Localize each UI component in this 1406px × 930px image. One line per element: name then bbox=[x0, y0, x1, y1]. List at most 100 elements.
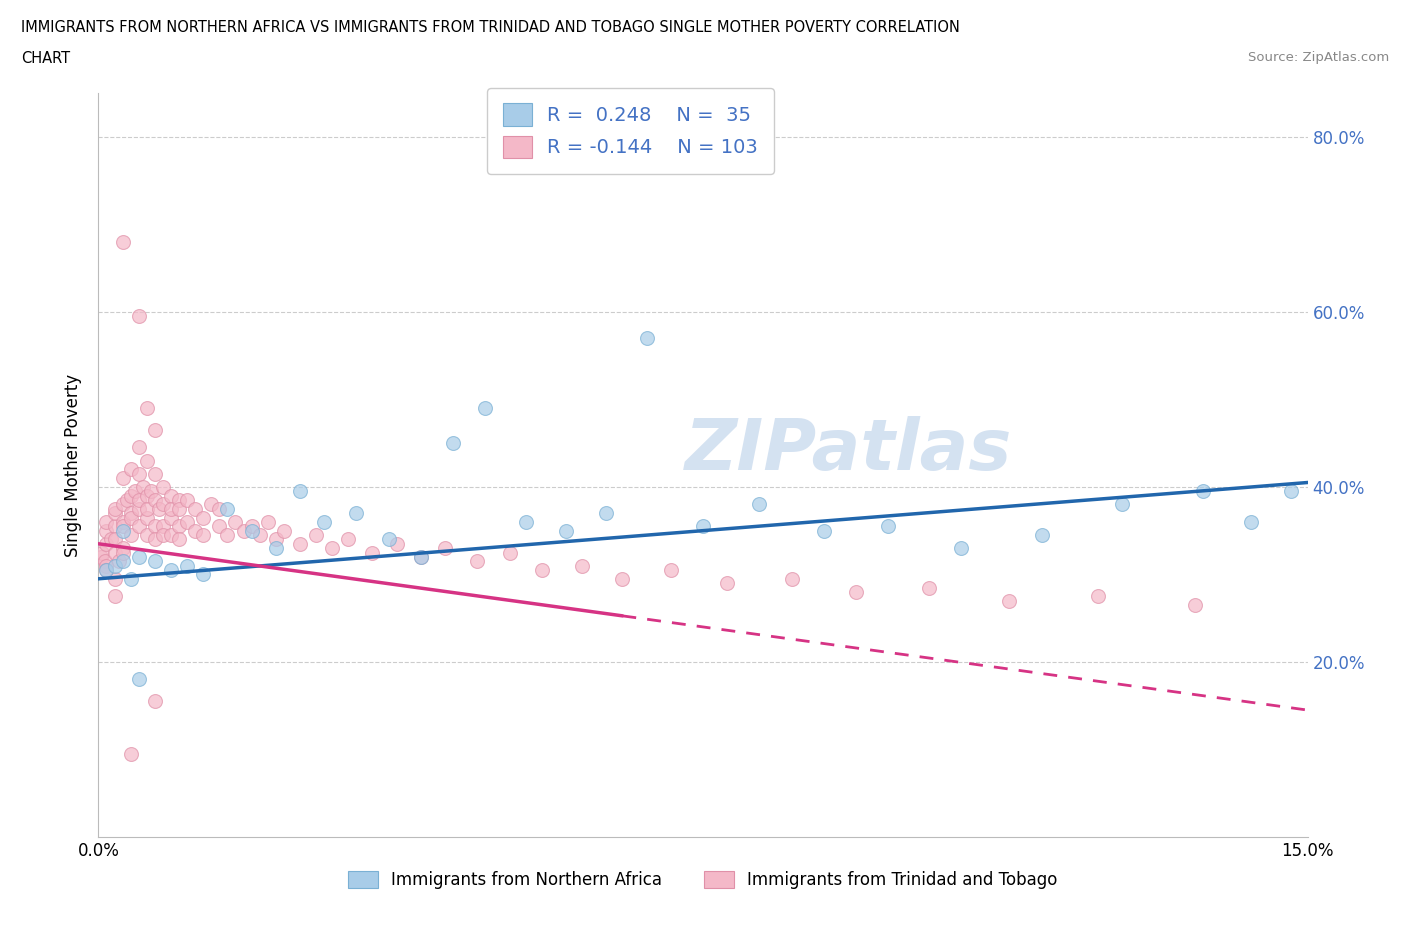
Point bbox=[135, 501, 157, 516]
Point bbox=[273, 524, 295, 538]
Point bbox=[143, 519, 166, 534]
Point bbox=[780, 571, 803, 586]
Point bbox=[103, 501, 125, 516]
Point bbox=[1191, 484, 1213, 498]
Point bbox=[139, 484, 162, 498]
Point bbox=[949, 540, 972, 555]
Point bbox=[96, 514, 118, 529]
Point bbox=[160, 488, 183, 503]
Point bbox=[337, 532, 360, 547]
Legend: Immigrants from Northern Africa, Immigrants from Trinidad and Tobago: Immigrants from Northern Africa, Immigra… bbox=[342, 864, 1064, 896]
Point bbox=[232, 524, 254, 538]
Point bbox=[167, 519, 190, 534]
Point bbox=[998, 593, 1021, 608]
Point bbox=[120, 506, 142, 521]
Point bbox=[160, 527, 183, 542]
Y-axis label: Single Mother Poverty: Single Mother Poverty bbox=[65, 374, 83, 556]
Point bbox=[111, 497, 134, 512]
Point bbox=[100, 532, 122, 547]
Point bbox=[96, 524, 118, 538]
Point bbox=[409, 550, 432, 565]
Point bbox=[612, 571, 634, 586]
Point bbox=[135, 510, 157, 525]
Point bbox=[264, 532, 287, 547]
Point bbox=[143, 532, 166, 547]
Point bbox=[120, 510, 142, 525]
Point bbox=[152, 527, 174, 542]
Point bbox=[571, 558, 593, 573]
Point bbox=[143, 554, 166, 569]
Point bbox=[288, 537, 311, 551]
Point bbox=[111, 540, 134, 555]
Point bbox=[1240, 514, 1263, 529]
Point bbox=[361, 545, 384, 560]
Point bbox=[111, 514, 134, 529]
Point bbox=[176, 558, 198, 573]
Point bbox=[143, 422, 166, 437]
Point bbox=[135, 453, 157, 468]
Point bbox=[96, 563, 118, 578]
Point bbox=[256, 514, 278, 529]
Point bbox=[143, 694, 166, 709]
Point bbox=[160, 510, 183, 525]
Point bbox=[96, 558, 118, 573]
Point bbox=[184, 524, 207, 538]
Point bbox=[120, 488, 142, 503]
Point bbox=[167, 501, 190, 516]
Point bbox=[208, 501, 231, 516]
Point bbox=[1281, 484, 1303, 498]
Point bbox=[845, 584, 868, 599]
Point bbox=[344, 506, 367, 521]
Point bbox=[474, 401, 496, 416]
Point bbox=[111, 519, 134, 534]
Point bbox=[240, 524, 263, 538]
Point bbox=[91, 545, 114, 560]
Point bbox=[152, 497, 174, 512]
Point bbox=[103, 589, 125, 604]
Point bbox=[409, 550, 432, 565]
Point bbox=[224, 514, 246, 529]
Point bbox=[128, 550, 150, 565]
Point bbox=[128, 493, 150, 508]
Point bbox=[128, 440, 150, 455]
Point bbox=[128, 501, 150, 516]
Text: CHART: CHART bbox=[21, 51, 70, 66]
Point bbox=[135, 488, 157, 503]
Point bbox=[160, 501, 183, 516]
Point bbox=[96, 537, 118, 551]
Point bbox=[152, 519, 174, 534]
Point bbox=[918, 580, 941, 595]
Point bbox=[595, 506, 617, 521]
Point bbox=[128, 466, 150, 481]
Point bbox=[877, 519, 900, 534]
Point bbox=[385, 537, 408, 551]
Point bbox=[217, 527, 239, 542]
Point bbox=[167, 532, 190, 547]
Point bbox=[176, 493, 198, 508]
Point bbox=[107, 554, 129, 569]
Point bbox=[692, 519, 714, 534]
Point bbox=[135, 401, 157, 416]
Point bbox=[288, 484, 311, 498]
Text: Source: ZipAtlas.com: Source: ZipAtlas.com bbox=[1249, 51, 1389, 64]
Point bbox=[321, 540, 343, 555]
Point bbox=[1111, 497, 1133, 512]
Point bbox=[176, 514, 198, 529]
Point bbox=[167, 493, 190, 508]
Text: IMMIGRANTS FROM NORTHERN AFRICA VS IMMIGRANTS FROM TRINIDAD AND TOBAGO SINGLE MO: IMMIGRANTS FROM NORTHERN AFRICA VS IMMIG… bbox=[21, 20, 960, 35]
Point bbox=[441, 435, 464, 450]
Point bbox=[111, 524, 134, 538]
Point bbox=[200, 497, 222, 512]
Point bbox=[716, 576, 738, 591]
Point bbox=[103, 519, 125, 534]
Point bbox=[148, 501, 170, 516]
Point bbox=[135, 527, 157, 542]
Point bbox=[465, 554, 488, 569]
Point bbox=[184, 501, 207, 516]
Point bbox=[530, 563, 553, 578]
Point bbox=[555, 524, 578, 538]
Point bbox=[515, 514, 537, 529]
Point bbox=[120, 462, 142, 477]
Point bbox=[659, 563, 682, 578]
Point bbox=[103, 558, 125, 573]
